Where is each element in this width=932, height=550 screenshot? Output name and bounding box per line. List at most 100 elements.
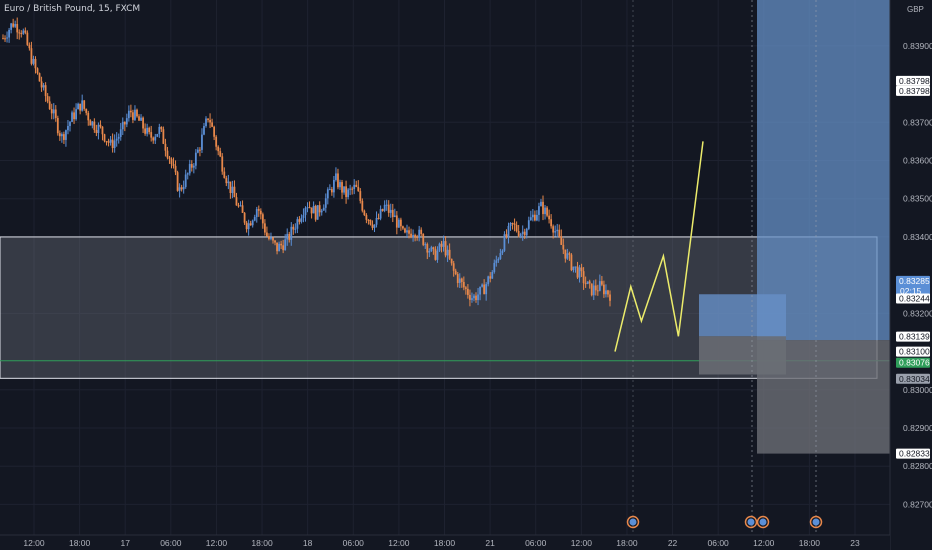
candle-body — [209, 120, 211, 123]
candle-body — [156, 134, 159, 137]
price-label-bg — [896, 373, 930, 384]
candle-body — [10, 23, 13, 30]
candle-body — [531, 214, 534, 218]
candle-body — [517, 230, 520, 236]
candle-body — [574, 266, 577, 268]
countdown-label: 02:15 — [900, 286, 922, 296]
candle-body — [26, 32, 29, 45]
price-label-bg — [896, 357, 930, 368]
candle-body — [286, 233, 289, 240]
candle-body — [77, 103, 80, 110]
candle-body — [284, 239, 287, 251]
candle-body — [363, 210, 366, 216]
time-axis-bg — [0, 535, 890, 550]
candle-body — [312, 205, 315, 214]
candle-body — [24, 30, 27, 33]
candle-body — [399, 219, 402, 227]
candle-body — [588, 281, 591, 284]
candle-body — [462, 281, 465, 288]
candle-body — [509, 222, 512, 226]
candle-body — [560, 236, 563, 245]
entry-stop-zone — [699, 336, 786, 375]
candle-body — [134, 109, 136, 120]
candle-body — [296, 219, 299, 229]
candle-body — [87, 112, 90, 121]
candle-body — [144, 128, 147, 134]
candle-body — [527, 220, 530, 229]
candle-body — [493, 262, 496, 272]
candle-body — [521, 231, 524, 235]
candle-body — [71, 112, 73, 122]
candle-body — [515, 225, 518, 231]
price-tick-label: 0.83400 — [903, 232, 932, 242]
candle-body — [109, 139, 112, 143]
price-label: 0.83034 — [899, 374, 930, 384]
candle-body — [8, 29, 10, 38]
candle-body — [46, 96, 49, 102]
candle-body — [375, 217, 378, 225]
candle-body — [389, 209, 392, 213]
candle-body — [505, 234, 508, 237]
event-markers — [626, 515, 823, 529]
price-tick-label: 0.83500 — [903, 194, 932, 204]
candle-body — [339, 182, 341, 188]
candle-body — [420, 229, 423, 234]
candle-body — [54, 109, 57, 118]
candle-body — [93, 121, 96, 131]
candle-body — [146, 127, 149, 134]
candle-body — [511, 222, 514, 224]
candle-body — [117, 136, 120, 139]
candle-body — [282, 245, 285, 251]
candle-body — [454, 270, 457, 275]
candle-body — [85, 108, 88, 113]
candle-body — [418, 229, 421, 238]
candle-body — [166, 150, 169, 158]
candle-body — [241, 205, 244, 213]
candle-body — [489, 276, 492, 279]
candle-body — [132, 112, 134, 120]
candles — [2, 17, 611, 307]
candle-body — [554, 231, 557, 233]
candle-body — [288, 233, 291, 240]
candle-body — [127, 110, 130, 119]
price-label-bg — [896, 448, 930, 459]
candle-body — [207, 118, 209, 121]
candle-body — [402, 226, 404, 229]
candle-body — [196, 149, 199, 153]
candle-body — [410, 233, 412, 238]
event-marker — [626, 515, 640, 529]
candle-body — [111, 139, 114, 149]
candle-body — [406, 230, 408, 233]
price-label-bg — [896, 85, 930, 96]
candle-body — [182, 186, 185, 190]
candle-body — [558, 229, 561, 237]
time-tick-label: 12:00 — [23, 538, 45, 548]
candle-body — [99, 124, 102, 127]
event-marker-dot — [629, 518, 637, 526]
candle-body — [404, 228, 406, 233]
candle-body — [268, 236, 270, 239]
candle-body — [576, 266, 579, 278]
candle-body — [434, 249, 437, 260]
time-tick-label: 12:00 — [388, 538, 410, 548]
candle-body — [607, 290, 609, 295]
candle-body — [95, 130, 98, 133]
price-label-bg — [896, 275, 930, 296]
candle-body — [306, 207, 309, 209]
candle-body — [395, 215, 398, 228]
event-marker-dot — [812, 518, 820, 526]
candle-body — [56, 117, 59, 134]
candle-body — [460, 278, 463, 282]
candle-body — [205, 118, 207, 126]
candle-body — [294, 228, 297, 230]
candle-body — [81, 100, 84, 111]
candle-body — [424, 244, 427, 246]
candle-body — [318, 205, 321, 213]
candle-body — [359, 191, 362, 201]
candle-body — [121, 121, 124, 130]
candle-body — [194, 152, 197, 166]
candle-body — [225, 177, 228, 184]
candle-body — [28, 44, 31, 49]
candle-body — [30, 48, 33, 64]
